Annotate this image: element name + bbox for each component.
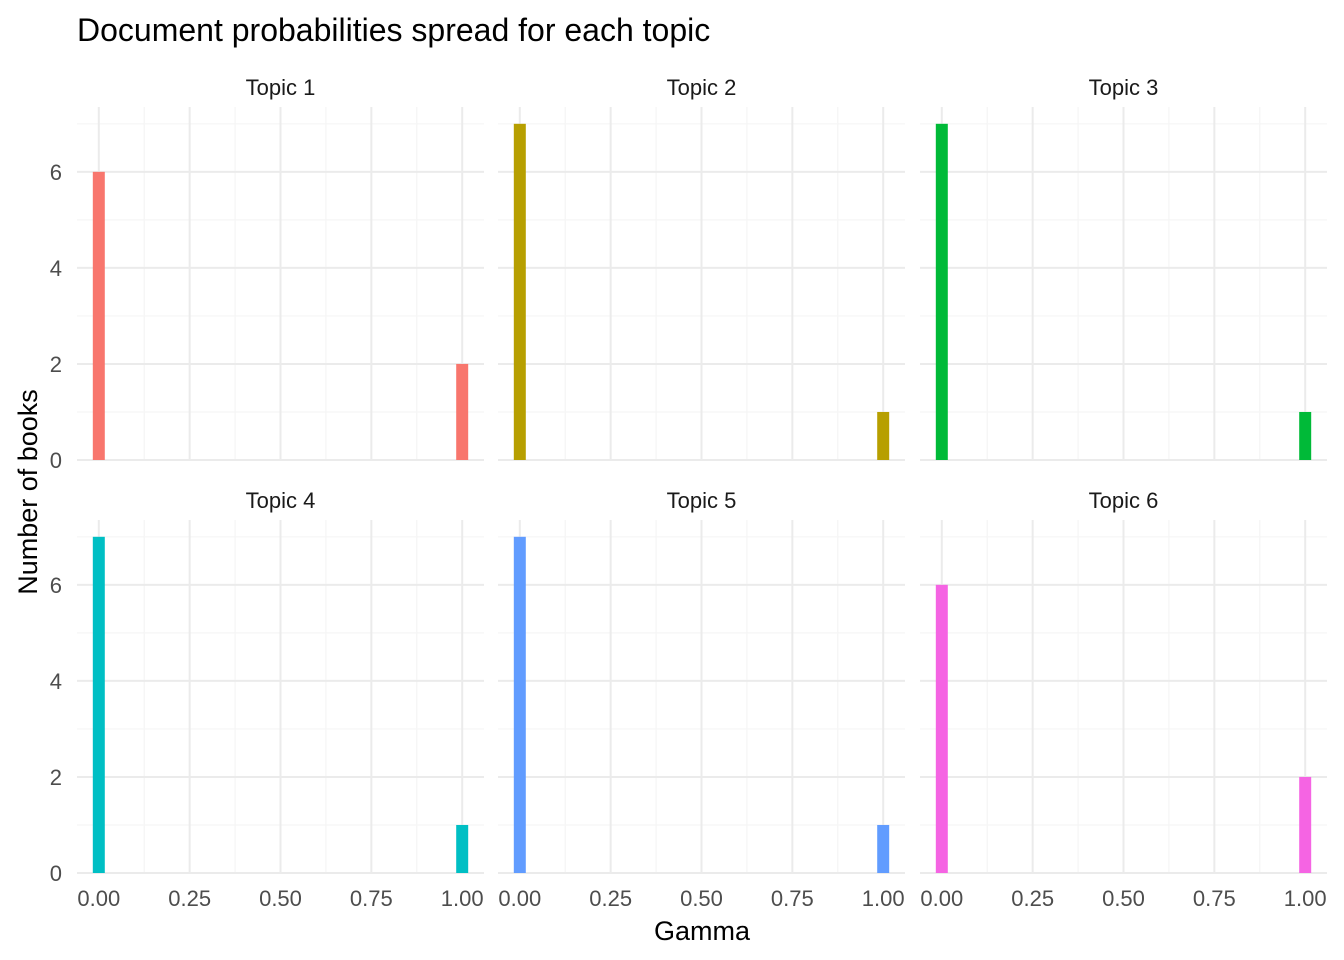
facet-panel-1: Topic 1 0 2 4 6 [50,75,484,473]
x-tick-label: 0.25 [589,886,632,911]
facet-panel-3: Topic 3 [920,75,1327,461]
x-tick-label: 1.00 [441,886,484,911]
x-tick-label: 0.25 [1011,886,1054,911]
facet-strip-label: Topic 6 [1089,488,1159,513]
facet-strip-label: Topic 2 [667,75,737,100]
x-tick-label: 0.75 [350,886,393,911]
y-tick-label: 4 [50,669,62,694]
x-tick-label: 1.00 [862,886,905,911]
y-axis-title: Number of books [13,389,43,595]
x-tick-label: 0.25 [168,886,211,911]
histogram-bar [877,824,890,873]
y-tick-label: 0 [50,448,62,473]
x-tick-label: 0.75 [771,886,814,911]
y-tick-label: 2 [50,352,62,377]
facet-panel-6: Topic 6 0.00 0.25 0.50 0.75 1.00 [920,488,1327,911]
y-tick-label: 4 [50,256,62,281]
histogram-bar [935,123,948,460]
histogram-bar [1299,411,1312,460]
histogram-bar [513,536,526,873]
x-tick-label: 0.50 [680,886,723,911]
chart-title: Document probabilities spread for each t… [77,12,710,48]
histogram-bar [935,584,948,873]
y-tick-label: 0 [50,861,62,886]
x-tick-label: 0.00 [920,886,963,911]
x-tick-label: 0.00 [77,886,120,911]
histogram-bar [92,536,105,873]
x-tick-label: 0.50 [259,886,302,911]
x-tick-label: 0.50 [1102,886,1145,911]
facet-strip-label: Topic 3 [1089,75,1159,100]
facet-strip-label: Topic 5 [667,488,737,513]
x-tick-label: 1.00 [1284,886,1327,911]
facet-panel-2: Topic 2 [498,75,905,461]
facet-strip-label: Topic 1 [246,75,316,100]
facet-strip-label: Topic 4 [246,488,316,513]
x-tick-label: 0.00 [498,886,541,911]
histogram-bar [1299,776,1312,873]
facet-panel-5: Topic 5 0.00 0.25 0.50 0.75 1.00 [498,488,905,911]
histogram-bar [92,171,105,460]
histogram-bar [877,411,890,460]
histogram-bar [513,123,526,460]
histogram-bar [456,824,469,873]
x-axis-title: Gamma [654,916,751,946]
y-tick-label: 6 [50,573,62,598]
x-tick-label: 0.75 [1193,886,1236,911]
facet-panel-4: Topic 4 0 2 4 6 0.00 0.25 0.50 0.75 1.00 [50,488,484,911]
y-tick-label: 2 [50,765,62,790]
y-tick-label: 6 [50,160,62,185]
histogram-bar [456,363,469,460]
